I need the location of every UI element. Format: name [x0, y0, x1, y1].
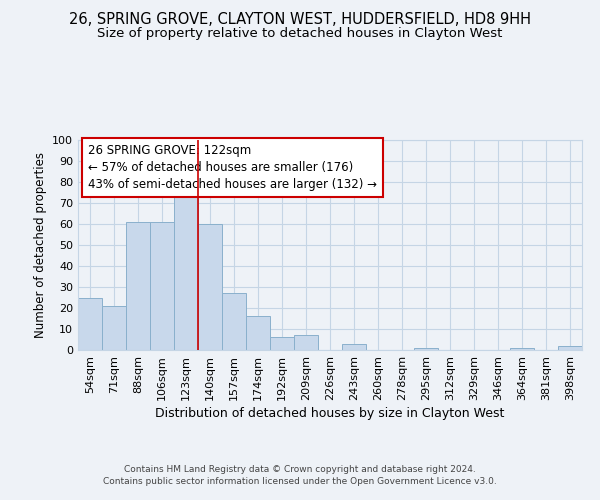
Bar: [174, 184, 198, 350]
Bar: [342, 344, 366, 350]
Bar: [558, 346, 582, 350]
Bar: [150, 222, 174, 350]
Bar: [510, 348, 534, 350]
Text: 26, SPRING GROVE, CLAYTON WEST, HUDDERSFIELD, HD8 9HH: 26, SPRING GROVE, CLAYTON WEST, HUDDERSF…: [69, 12, 531, 28]
Bar: [126, 222, 150, 350]
Text: Contains HM Land Registry data © Crown copyright and database right 2024.: Contains HM Land Registry data © Crown c…: [124, 465, 476, 474]
Text: Distribution of detached houses by size in Clayton West: Distribution of detached houses by size …: [155, 408, 505, 420]
Y-axis label: Number of detached properties: Number of detached properties: [34, 152, 47, 338]
Bar: [270, 338, 294, 350]
Bar: [222, 294, 246, 350]
Bar: [102, 306, 126, 350]
Text: Size of property relative to detached houses in Clayton West: Size of property relative to detached ho…: [97, 28, 503, 40]
Bar: [414, 348, 438, 350]
Bar: [78, 298, 102, 350]
Text: Contains public sector information licensed under the Open Government Licence v3: Contains public sector information licen…: [103, 478, 497, 486]
Bar: [246, 316, 270, 350]
Bar: [294, 336, 318, 350]
Bar: [198, 224, 222, 350]
Text: 26 SPRING GROVE: 122sqm
← 57% of detached houses are smaller (176)
43% of semi-d: 26 SPRING GROVE: 122sqm ← 57% of detache…: [88, 144, 377, 191]
